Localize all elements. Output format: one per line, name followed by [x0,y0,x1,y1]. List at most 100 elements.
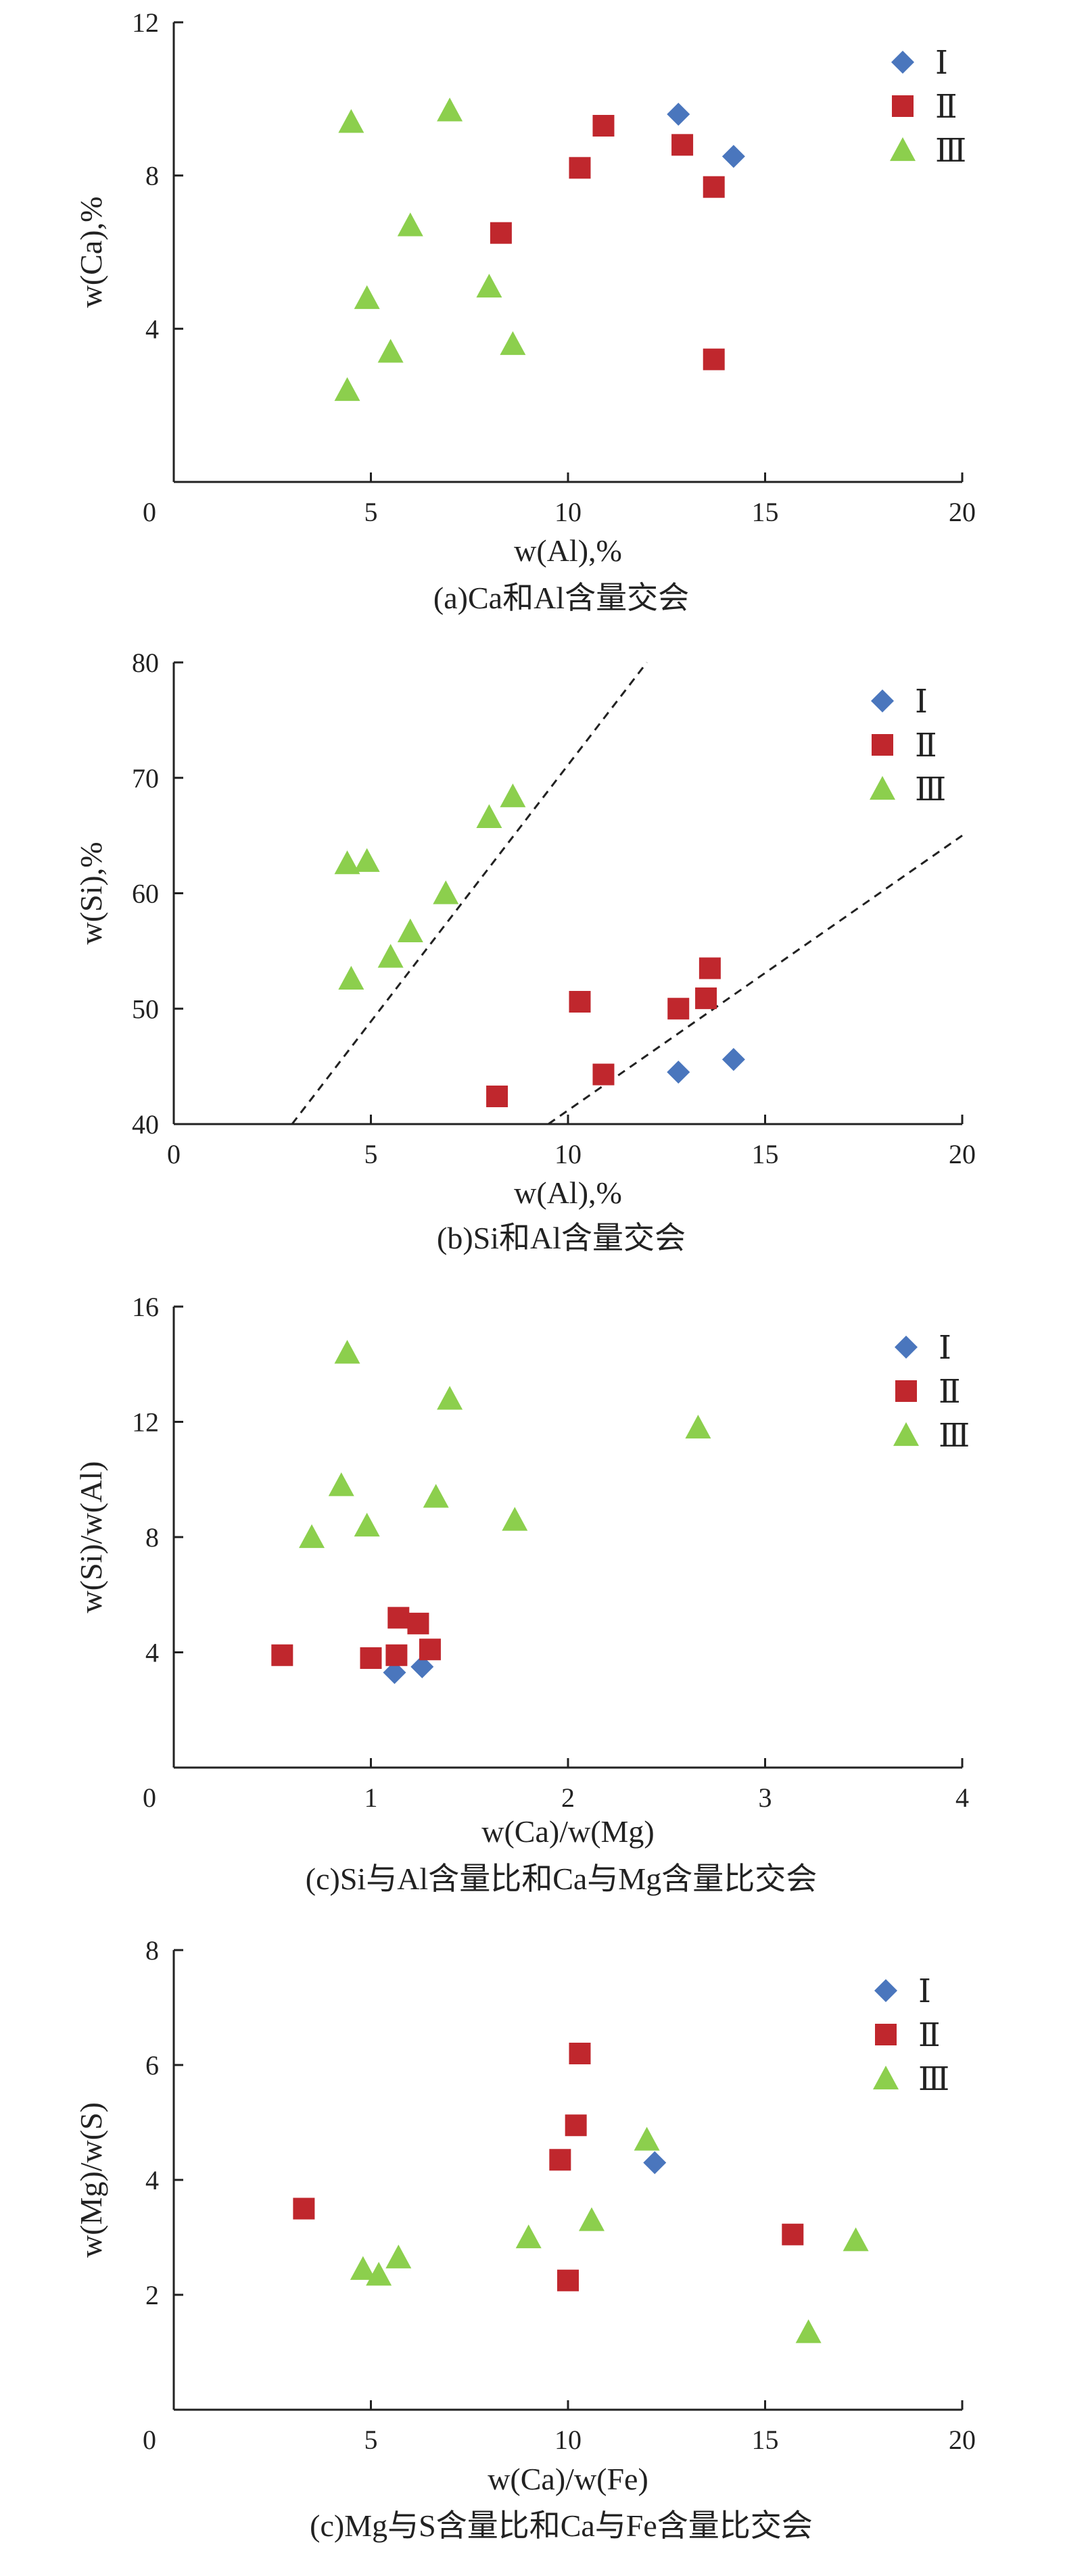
origin-label: 0 [143,497,156,527]
legend-label-3: Ⅲ [939,1418,970,1454]
data-point-series-1 [721,145,745,168]
data-point-series-3 [634,2127,660,2151]
x-tick-label: 15 [752,2425,779,2455]
legend-label-3: Ⅲ [915,772,946,808]
data-point-series-1 [721,1048,745,1071]
data-point-series-1 [643,2151,667,2174]
data-point-series-2 [387,1607,410,1629]
legend-marker-3 [893,1422,919,1447]
legend-label-2: Ⅱ [915,728,937,764]
data-point-series-3 [476,274,502,298]
x-tick-label: 20 [949,1139,976,1169]
origin-label: 0 [143,1782,156,1813]
legend-label-3: Ⅲ [918,2062,949,2097]
data-point-series-2 [407,1612,429,1634]
data-point-series-2 [703,176,725,198]
data-point-series-3 [437,97,463,122]
x-tick-label: 4 [955,1782,969,1813]
legend-marker-2 [872,734,893,756]
data-point-series-2 [549,2149,571,2171]
y-tick-label: 8 [145,161,159,191]
x-tick-label: 5 [364,497,378,527]
y-tick-label: 4 [145,1638,159,1668]
data-point-series-3 [354,1512,380,1537]
data-point-series-3 [500,783,526,808]
origin-label: 0 [143,2425,156,2455]
data-point-series-3 [578,2207,605,2231]
data-point-series-2 [592,1063,615,1086]
data-point-series-2 [486,1086,508,1108]
data-point-series-2 [271,1644,293,1666]
y-tick-label: 8 [145,1935,159,1966]
data-point-series-3 [354,848,380,872]
data-point-series-1 [383,1661,406,1684]
data-point-series-3 [338,965,364,990]
x-tick-label: 10 [554,1139,582,1169]
data-point-series-3 [423,1484,449,1508]
y-axis-label: w(Si),% [74,842,108,944]
x-tick-label: 5 [364,1139,378,1169]
panel-caption: (c)Mg与S含量比和Ca与Fe含量比交会 [310,2508,813,2543]
data-point-series-2 [782,2223,804,2245]
data-point-series-3 [334,377,360,402]
y-tick-label: 50 [132,994,159,1024]
data-point-series-2 [695,987,717,1009]
legend-label-1: Ⅰ [915,684,928,720]
panel-caption: (b)Si和Al含量交会 [437,1221,686,1255]
data-point-series-3 [437,1386,463,1410]
x-tick-label: 20 [949,2425,976,2455]
y-tick-label: 70 [132,763,159,794]
legend-label-2: Ⅱ [935,89,957,125]
data-point-series-2 [557,2269,579,2291]
data-point-series-2 [699,957,721,979]
legend: Ⅰ Ⅱ Ⅲ [893,1330,970,1454]
legend-label-1: Ⅰ [935,45,948,81]
x-tick-label: 15 [752,1139,779,1169]
x-axis-label: w(Al),% [514,533,622,568]
data-point-series-3 [338,109,364,133]
data-point-series-3 [685,1415,711,1439]
data-point-series-2 [419,1638,441,1661]
data-point-series-3 [397,918,423,942]
x-tick-label: 5 [364,2425,378,2455]
legend: Ⅰ Ⅱ Ⅲ [890,45,966,169]
data-point-series-3 [334,850,360,875]
y-axis-label: w(Si)/w(Al) [74,1461,108,1613]
x-tick-label: 10 [554,2425,582,2455]
data-point-series-3 [385,2244,412,2268]
legend-marker-2 [892,95,914,117]
legend-label-1: Ⅰ [918,1974,931,2010]
y-tick-label: 12 [132,1407,159,1438]
legend-marker-2 [875,2024,897,2045]
data-point-series-3 [515,2225,542,2249]
x-tick-label: 1 [364,1782,378,1813]
legend-marker-1 [871,689,894,712]
data-point-series-2 [569,157,591,179]
x-tick-label: 2 [561,1782,575,1813]
data-point-series-3 [433,880,459,904]
x-axis-label: w(Al),% [514,1175,622,1210]
legend-label-1: Ⅰ [939,1330,951,1366]
panel-caption: (c)Si与Al含量比和Ca与Mg含量比交会 [306,1862,817,1896]
reference-dashed-line [291,662,648,1125]
y-tick-label: 4 [145,2165,159,2195]
y-tick-label: 80 [132,648,159,678]
legend-marker-3 [873,2066,899,2090]
y-axis-label: w(Ca),% [74,197,108,308]
data-point-series-3 [354,285,380,310]
data-point-series-2 [667,998,690,1020]
data-point-series-3 [299,1524,325,1549]
data-point-series-3 [476,804,502,828]
x-tick-label: 20 [949,497,976,527]
legend-marker-3 [870,776,895,800]
panel-c-scatter: 1 2 3 44812160ⅠⅡⅢw(Ca)/w(Mg)w(Si)/w(Al)(c)S… [74,1292,970,1896]
legend-marker-1 [874,1979,897,2002]
y-tick-label: 40 [132,1109,159,1140]
data-point-series-3 [397,212,423,237]
y-tick-label: 16 [132,1292,159,1322]
x-tick-label: 15 [752,497,779,527]
data-point-series-2 [360,1647,382,1670]
